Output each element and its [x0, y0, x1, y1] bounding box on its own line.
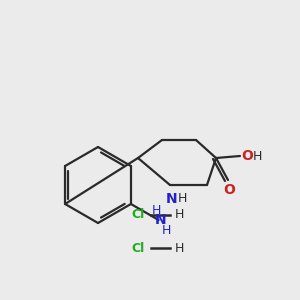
Text: H: H	[174, 208, 184, 221]
Text: O: O	[223, 183, 235, 197]
Text: H: H	[162, 224, 171, 236]
Text: H: H	[152, 203, 161, 217]
Text: Cl: Cl	[131, 242, 145, 254]
Text: H: H	[177, 193, 187, 206]
Text: H: H	[252, 149, 262, 163]
Text: N: N	[166, 192, 178, 206]
Text: Cl: Cl	[131, 208, 145, 221]
Text: H: H	[174, 242, 184, 254]
Text: O: O	[241, 149, 253, 163]
Text: N: N	[155, 213, 167, 227]
